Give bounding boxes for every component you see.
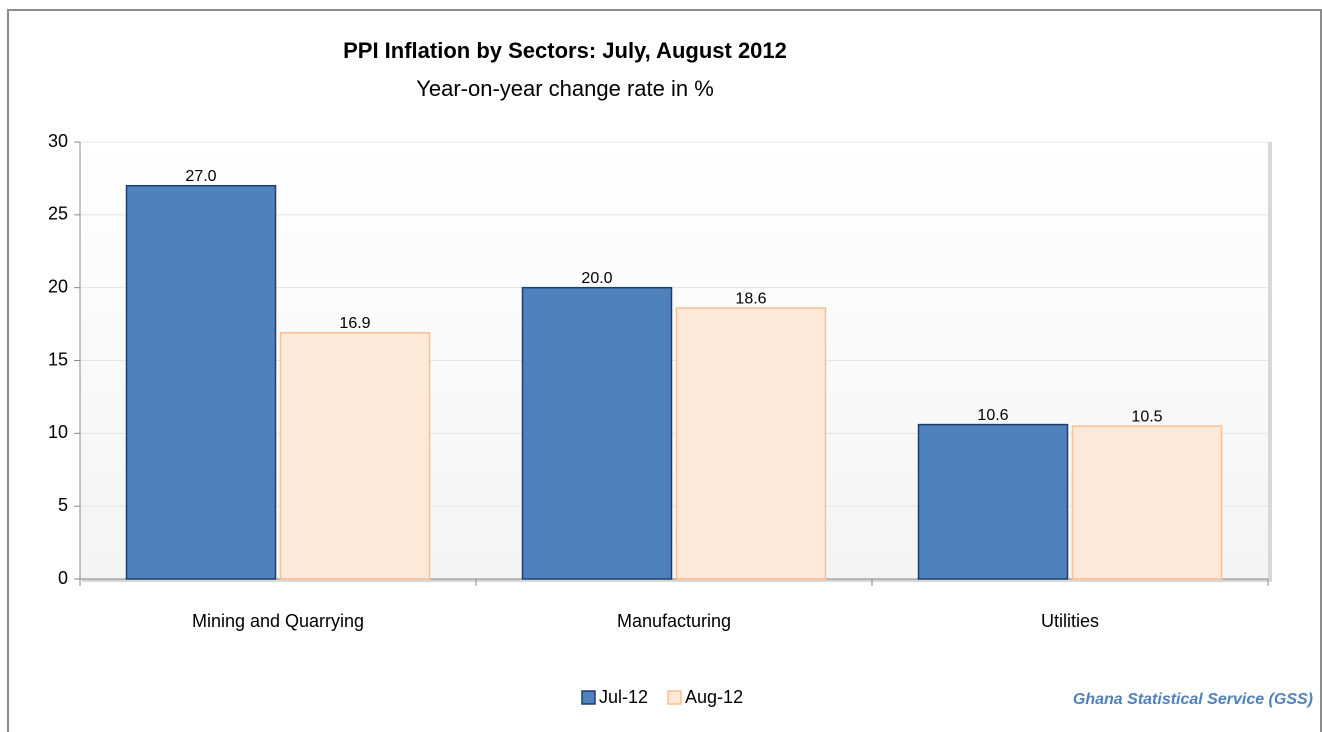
value-label: 20.0 — [581, 270, 612, 287]
bar — [279, 332, 431, 580]
value-label: 27.0 — [185, 168, 216, 185]
bar — [675, 307, 827, 580]
y-tick-label: 25 — [48, 204, 68, 224]
x-tick-label: Mining and Quarrying — [192, 611, 364, 631]
bar — [1071, 425, 1223, 580]
x-tick-label: Manufacturing — [617, 611, 731, 631]
chart-title: PPI Inflation by Sectors: July, August 2… — [343, 38, 787, 63]
x-tick-label: Utilities — [1041, 611, 1099, 631]
y-tick-label: 5 — [58, 495, 68, 515]
source-note: Ghana Statistical Service (GSS) — [1073, 691, 1313, 708]
value-label: 16.9 — [339, 315, 370, 332]
value-label: 18.6 — [735, 290, 766, 307]
legend-swatch — [581, 690, 596, 705]
value-label: 10.5 — [1131, 408, 1162, 425]
value-label: 10.6 — [977, 407, 1008, 424]
bar — [125, 184, 277, 580]
chart-border — [7, 9, 1322, 732]
legend-label: Jul-12 — [599, 687, 648, 707]
legend-swatch — [667, 690, 682, 705]
bar — [521, 286, 673, 580]
y-tick-label: 0 — [58, 568, 68, 588]
bar — [917, 423, 1069, 580]
y-tick-label: 20 — [48, 276, 68, 296]
chart-subtitle: Year-on-year change rate in % — [416, 76, 714, 101]
y-tick-label: 10 — [48, 422, 68, 442]
y-tick-label: 15 — [48, 349, 68, 369]
legend-label: Aug-12 — [685, 687, 743, 707]
y-tick-label: 30 — [48, 131, 68, 151]
